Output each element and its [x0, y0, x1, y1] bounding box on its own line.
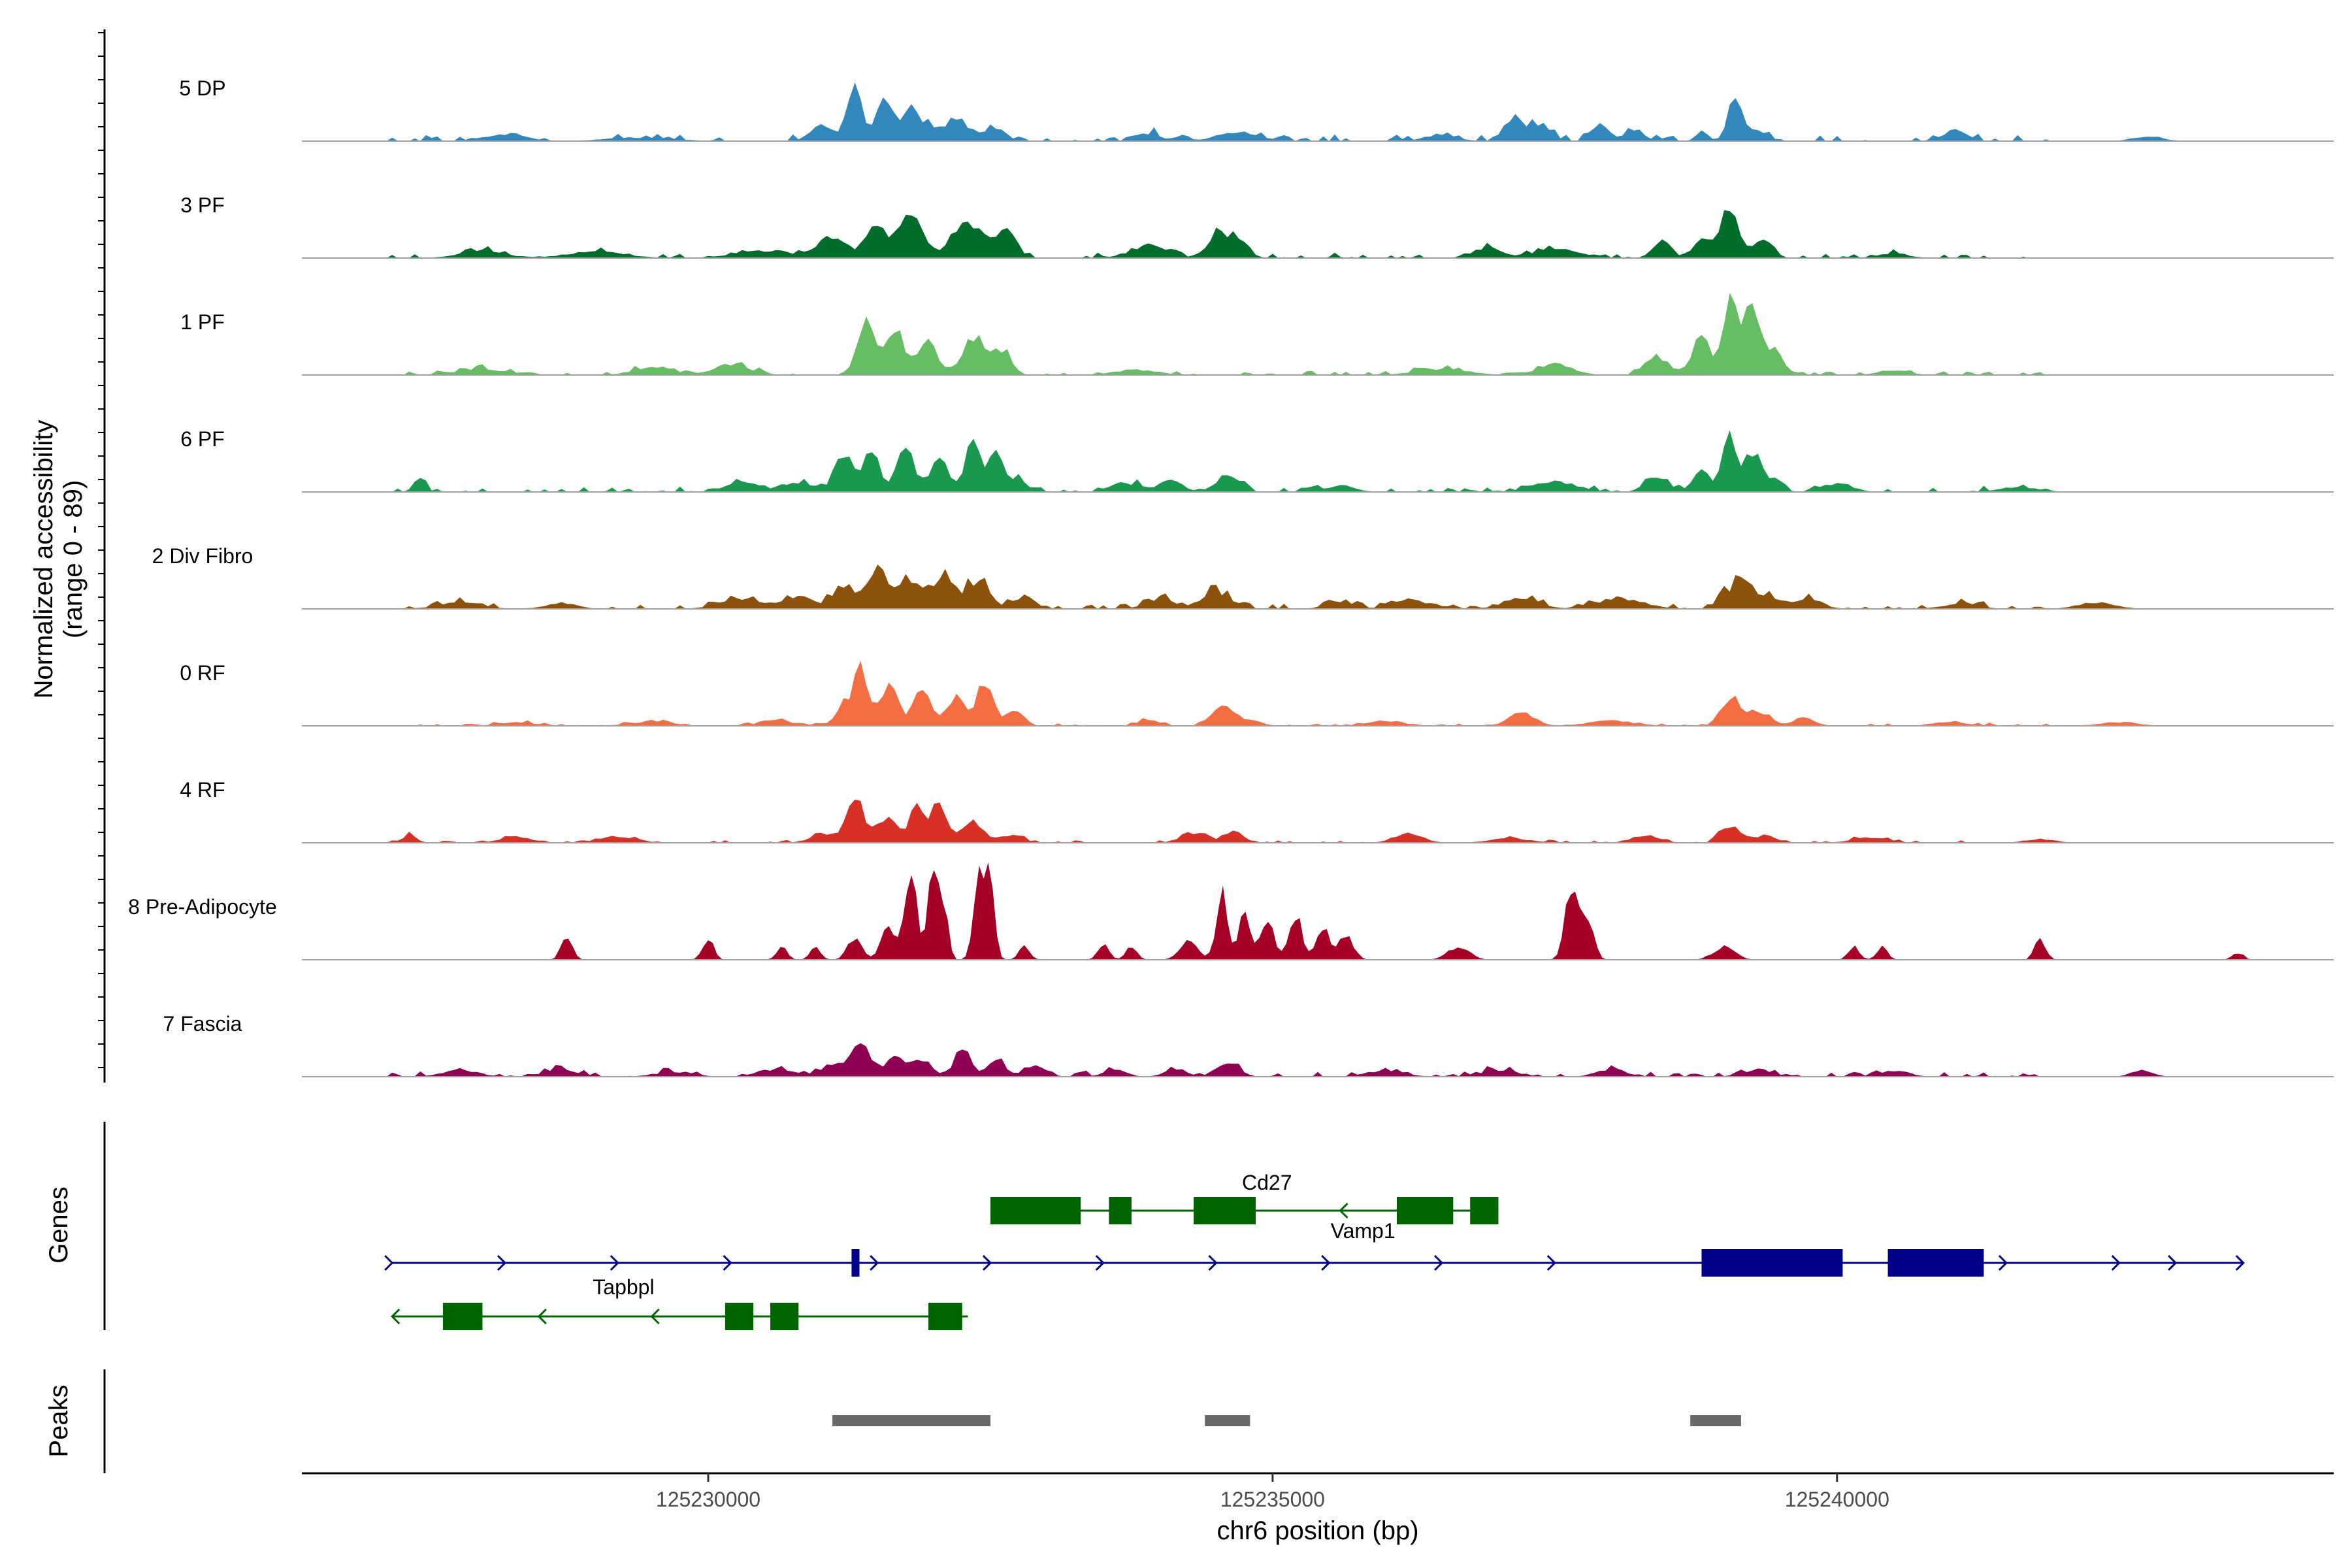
y-axis-title-line2: (range 0 - 89): [59, 480, 88, 638]
exon: [1396, 1197, 1454, 1224]
track-1-pf: 1 PF: [180, 293, 2334, 376]
coverage-area: [302, 661, 2334, 726]
strand-arrow: [650, 1308, 660, 1325]
x-axis-title: chr6 position (bp): [1217, 1516, 1418, 1545]
strand-arrow: [1433, 1254, 1444, 1271]
exon: [1193, 1197, 1256, 1224]
x-axis-ticks: 125230000 125235000 125240000: [656, 1473, 1889, 1511]
x-tick-label: 125230000: [656, 1488, 760, 1511]
x-tick-label: 125235000: [1220, 1488, 1325, 1511]
y-axis-title-line1: Normalized accessibility: [29, 420, 58, 699]
peak-region: [1205, 1415, 1250, 1426]
strand-arrow: [2168, 1254, 2178, 1271]
coverage-area: [302, 799, 2334, 843]
genes-panel-label: Genes: [44, 1186, 73, 1264]
coverage-area: [302, 293, 2334, 375]
x-tick-label: 125240000: [1785, 1488, 1889, 1511]
gene-label: Tapbpl: [593, 1275, 654, 1299]
peak-region: [832, 1415, 990, 1426]
track-label: 5 DP: [179, 76, 225, 100]
track-label: 7 Fascia: [163, 1012, 242, 1036]
track-4-rf: 4 RF: [180, 778, 2334, 843]
strand-arrow: [2235, 1254, 2245, 1271]
exon: [1109, 1197, 1132, 1224]
track-label: 4 RF: [180, 778, 225, 802]
strand-arrow: [870, 1254, 879, 1271]
y-axis-ticks: [98, 32, 105, 1068]
exon: [1470, 1197, 1499, 1224]
strand-arrow: [384, 1254, 394, 1271]
coverage-area: [302, 564, 2334, 609]
coverage-area: [302, 82, 2334, 141]
track-0-rf: 0 RF: [180, 661, 2334, 727]
exon: [990, 1197, 1081, 1224]
strand-arrow: [537, 1308, 547, 1325]
gene-label: Vamp1: [1331, 1219, 1396, 1243]
track-7-fascia: 7 Fascia: [163, 1012, 2334, 1077]
track-label: 0 RF: [180, 661, 225, 685]
track-5-dp: 5 DP: [179, 76, 2334, 142]
strand-arrow: [1208, 1254, 1218, 1271]
exon: [928, 1303, 962, 1330]
peak-regions: [832, 1415, 1741, 1426]
coverage-area: [302, 862, 2334, 960]
strand-arrow: [391, 1308, 400, 1325]
exon: [1701, 1249, 1843, 1277]
track-2-div-fibro: 2 Div Fibro: [152, 544, 2334, 610]
gene-label: Cd27: [1242, 1171, 1292, 1194]
exon: [442, 1303, 483, 1330]
track-label: 3 PF: [180, 193, 225, 217]
strand-arrow: [723, 1254, 732, 1271]
strand-arrow: [1998, 1254, 2008, 1271]
track-label: 1 PF: [180, 310, 225, 334]
gene-tapbpl: Tapbpl: [391, 1275, 968, 1330]
coverage-area: [302, 1043, 2334, 1077]
strand-arrow: [982, 1254, 992, 1271]
exon: [1887, 1249, 1984, 1277]
strand-arrow: [2111, 1254, 2121, 1271]
track-label: 6 PF: [180, 427, 225, 451]
exon: [725, 1303, 754, 1330]
coverage-area: [302, 210, 2334, 258]
track-8-pre-adipocyte: 8 Pre-Adipocyte: [128, 862, 2334, 960]
strand-arrow: [497, 1254, 507, 1271]
strand-arrow: [1339, 1202, 1348, 1219]
peak-region: [1690, 1415, 1741, 1426]
track-label: 8 Pre-Adipocyte: [128, 895, 277, 919]
gene-cd27: Cd27: [990, 1171, 1499, 1224]
gene-annotations: Cd27 Vamp1 Tapbpl: [384, 1171, 2245, 1330]
strand-arrow: [1095, 1254, 1105, 1271]
strand-arrow: [1321, 1254, 1331, 1271]
track-6-pf: 6 PF: [180, 427, 2334, 493]
peaks-panel-label: Peaks: [44, 1384, 73, 1457]
exon: [851, 1249, 860, 1277]
gene-vamp1: Vamp1: [384, 1219, 2245, 1277]
strand-arrow: [1480, 1202, 1490, 1219]
coverage-area: [302, 430, 2334, 492]
track-label: 2 Div Fibro: [152, 544, 253, 568]
track-3-pf: 3 PF: [180, 193, 2334, 259]
coverage-tracks: 5 DP 3 PF 1 PF 6 PF 2 Div Fibro 0 RF 4 RF 8 Pre…: [128, 76, 2334, 1077]
strand-arrow: [610, 1254, 619, 1271]
strand-arrow: [1546, 1254, 1556, 1271]
exon: [770, 1303, 799, 1330]
